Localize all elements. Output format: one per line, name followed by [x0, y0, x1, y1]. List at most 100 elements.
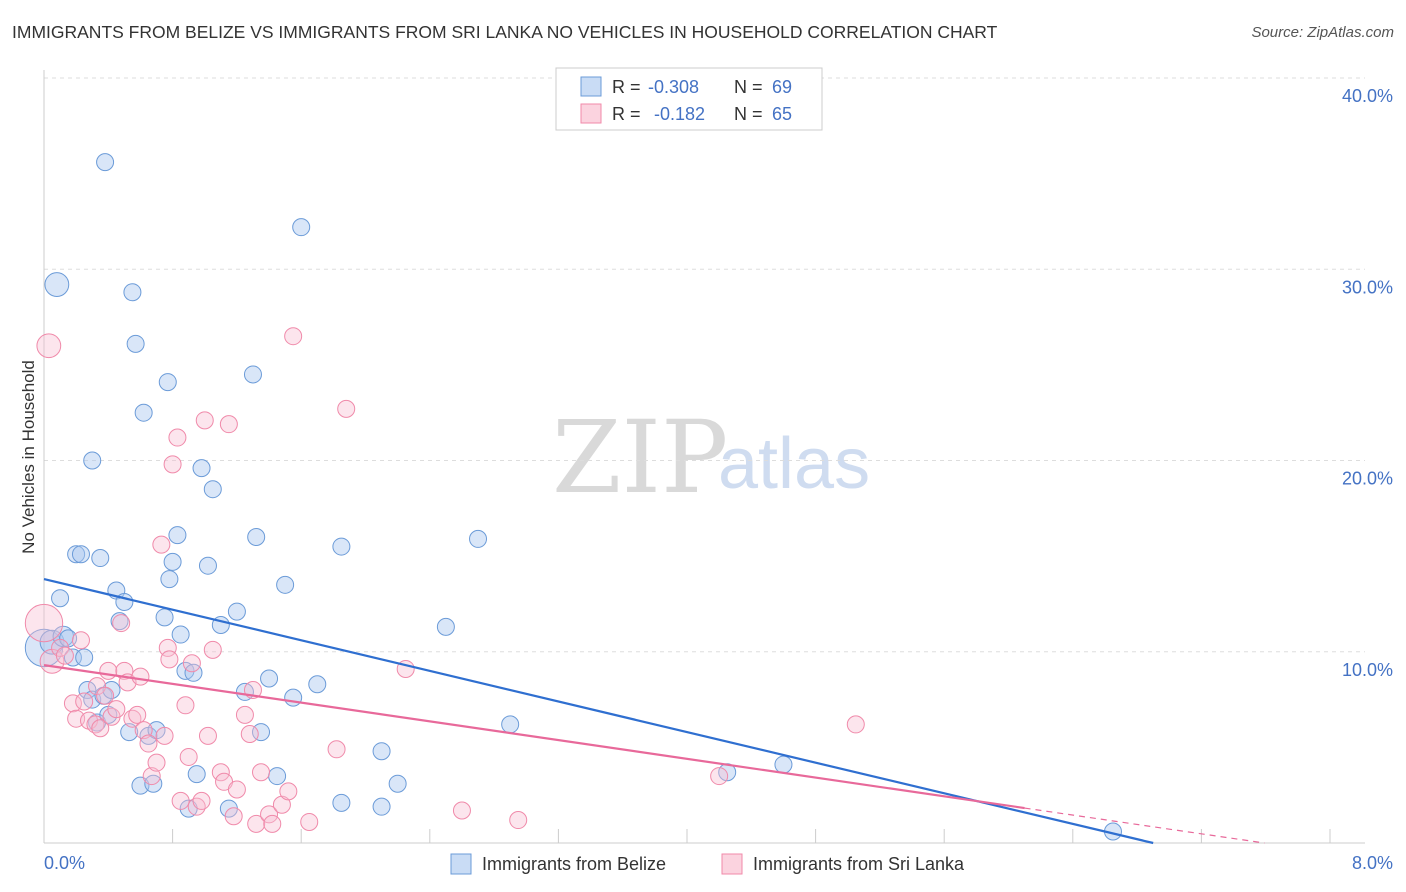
point-srilanka-26: [147, 753, 166, 772]
point-srilanka-35: [179, 747, 198, 766]
point-srilanka-58: [327, 740, 346, 759]
correlation-legend: R = -0.308 N = 69 R = -0.182 N = 65: [555, 67, 823, 131]
point-belize-47: [243, 365, 262, 384]
point-srilanka-16: [107, 700, 126, 719]
point-belize-63: [501, 715, 520, 734]
point-belize-23: [123, 283, 142, 302]
point-srilanka-44: [219, 415, 238, 434]
point-belize-52: [276, 575, 295, 594]
point-belize-65: [774, 755, 793, 774]
trend-line-extension-srilanka: [1024, 807, 1265, 844]
point-belize-8: [71, 545, 90, 564]
point-srilanka-27: [152, 535, 171, 554]
y-tick-label-3: 40.0%: [1342, 86, 1393, 106]
point-srilanka-46: [227, 780, 246, 799]
point-srilanka-33: [171, 791, 190, 810]
point-belize-1: [39, 629, 65, 655]
point-belize-7: [67, 545, 86, 564]
legend-n-value-srilanka: 65: [772, 104, 792, 124]
point-srilanka-64: [846, 715, 865, 734]
point-belize-59: [372, 742, 391, 761]
point-belize-26: [134, 403, 153, 422]
point-belize-31: [158, 373, 177, 392]
x-tick-label-max: 8.0%: [1352, 853, 1393, 873]
point-belize-60: [388, 774, 407, 793]
point-srilanka-24: [139, 734, 158, 753]
point-srilanka-61: [452, 801, 471, 820]
axes: [43, 70, 1365, 844]
point-belize-48: [247, 528, 266, 546]
trend-line-srilanka: [43, 664, 1025, 810]
point-srilanka-12: [91, 719, 110, 738]
point-srilanka-59: [337, 399, 356, 418]
series-legend-label-srilanka: Immigrants from Sri Lanka: [753, 854, 965, 874]
point-belize-35: [171, 625, 190, 644]
point-srilanka-52: [260, 805, 279, 824]
legend-r-label-belize: R =: [612, 77, 641, 97]
legend-r-label-srilanka: R =: [612, 104, 641, 124]
chart-title: IMMIGRANTS FROM BELIZE VS IMMIGRANTS FRO…: [12, 22, 998, 42]
point-belize-55: [308, 675, 327, 694]
series-legend-swatch-srilanka: [721, 853, 743, 875]
legend-swatch-srilanka: [580, 103, 602, 124]
point-srilanka-45: [224, 807, 243, 826]
point-belize-51: [268, 767, 287, 786]
point-srilanka-48: [240, 724, 259, 743]
legend-n-value-belize: 69: [772, 77, 792, 97]
point-belize-28: [144, 774, 163, 793]
point-belize-38: [184, 663, 203, 682]
point-belize-3: [51, 589, 70, 608]
point-belize-39: [187, 765, 206, 784]
point-srilanka-51: [252, 763, 271, 782]
point-srilanka-53: [263, 814, 282, 833]
point-belize-56: [332, 537, 351, 556]
point-srilanka-62: [509, 811, 528, 830]
series-legend-label-belize: Immigrants from Belize: [482, 854, 666, 874]
point-srilanka-40: [198, 726, 217, 745]
y-tick-label-0: 10.0%: [1342, 660, 1393, 680]
point-srilanka-57: [300, 812, 319, 831]
point-srilanka-36: [182, 654, 201, 673]
point-srilanka-30: [160, 650, 179, 669]
point-belize-57: [332, 793, 351, 812]
legend-r-value-belize: -0.308: [648, 77, 699, 97]
point-srilanka-7: [71, 631, 90, 650]
legend-n-label-belize: N =: [734, 77, 763, 97]
point-srilanka-39: [195, 411, 214, 430]
point-srilanka-38: [192, 791, 211, 810]
gridlines: [43, 77, 1365, 843]
point-srilanka-13: [96, 686, 115, 705]
point-belize-62: [469, 529, 488, 548]
point-belize-61: [436, 617, 455, 636]
point-srilanka-31: [163, 455, 182, 474]
x-tick-label-min: 0.0%: [44, 853, 85, 873]
point-belize-16: [96, 153, 115, 172]
series-legend: Immigrants from Belize Immigrants from S…: [450, 853, 965, 875]
point-srilanka-8: [75, 692, 94, 711]
point-belize-54: [292, 218, 311, 237]
point-srilanka-42: [211, 763, 230, 782]
y-axis-label: No Vehicles in Household: [19, 360, 38, 554]
point-belize-40: [192, 459, 211, 478]
point-belize-32: [160, 570, 179, 589]
point-belize-45: [227, 602, 246, 621]
point-srilanka-14: [99, 661, 118, 680]
point-srilanka-50: [247, 814, 266, 833]
point-belize-14: [91, 549, 110, 568]
point-belize-58: [372, 797, 391, 816]
point-srilanka-21: [128, 705, 147, 724]
watermark-atlas: atlas: [718, 424, 870, 504]
data-points: [24, 153, 1122, 841]
point-srilanka-22: [131, 667, 150, 686]
point-srilanka-37: [187, 797, 206, 816]
watermark-zip: ZIP: [552, 399, 728, 516]
point-srilanka-47: [235, 705, 254, 724]
point-belize-53: [284, 688, 303, 707]
y-tick-label-2: 30.0%: [1342, 277, 1393, 297]
point-srilanka-23: [134, 721, 153, 740]
point-srilanka-4: [55, 646, 74, 665]
point-srilanka-41: [203, 640, 222, 659]
point-belize-34: [168, 526, 187, 545]
point-srilanka-56: [284, 327, 303, 346]
series-legend-swatch-belize: [450, 853, 472, 875]
